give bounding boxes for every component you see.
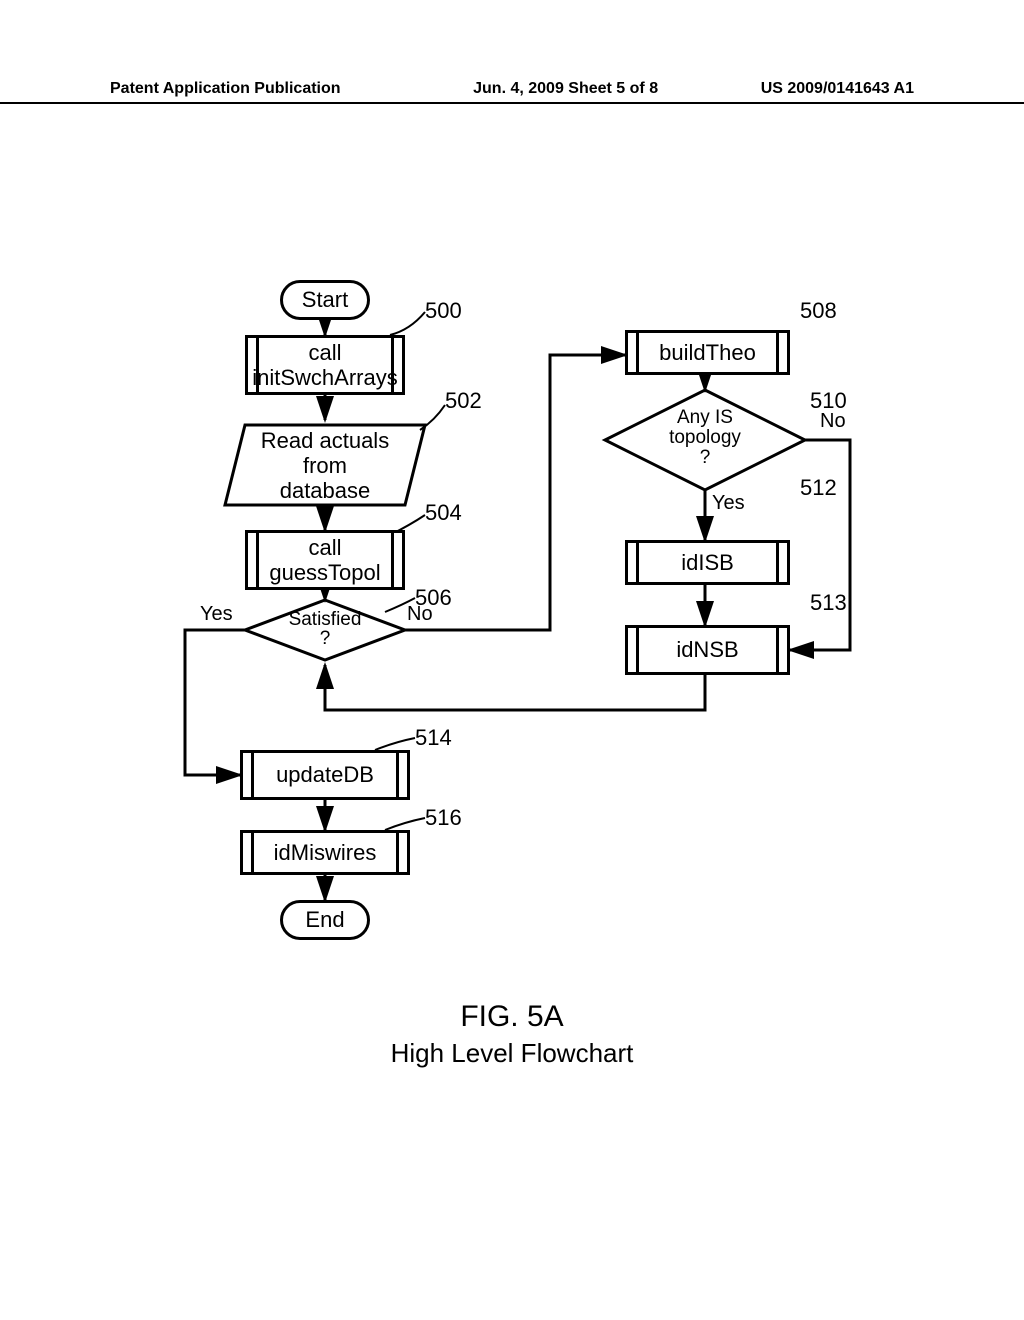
process-guess: call guessTopol bbox=[245, 530, 405, 590]
label-yes-1: Yes bbox=[200, 603, 233, 626]
ref-516: 516 bbox=[425, 805, 462, 831]
header-left: Patent Application Publication bbox=[110, 80, 341, 98]
process-buildtheo: buildTheo bbox=[625, 330, 790, 375]
flowchart: Start call initSwchArrays 500 Read actua… bbox=[130, 280, 890, 1000]
ref-504: 504 bbox=[425, 500, 462, 526]
process-idnsb: idNSB bbox=[625, 625, 790, 675]
label-no-2: No bbox=[820, 410, 846, 433]
label-yes-2: Yes bbox=[712, 492, 745, 515]
process-idmiswires: idMiswires bbox=[240, 830, 410, 875]
ref-513: 513 bbox=[810, 590, 847, 616]
terminator-start: Start bbox=[280, 280, 370, 320]
ref-512: 512 bbox=[800, 475, 837, 501]
label-no-1: No bbox=[407, 603, 433, 626]
process-init: call initSwchArrays bbox=[245, 335, 405, 395]
process-idisb: idISB bbox=[625, 540, 790, 585]
figure-subtitle: High Level Flowchart bbox=[0, 1038, 1024, 1069]
figure-caption: FIG. 5A bbox=[0, 1000, 1024, 1034]
header-right: US 2009/0141643 A1 bbox=[761, 80, 914, 98]
process-updatedb: updateDB bbox=[240, 750, 410, 800]
page-header: Patent Application Publication Jun. 4, 2… bbox=[0, 80, 1024, 104]
ref-500: 500 bbox=[425, 298, 462, 324]
terminator-end: End bbox=[280, 900, 370, 940]
header-center: Jun. 4, 2009 Sheet 5 of 8 bbox=[341, 80, 761, 98]
ref-502: 502 bbox=[445, 388, 482, 414]
io-read: Read actuals from database bbox=[240, 428, 410, 503]
decision-anyis-label: Any IS topology ? bbox=[650, 408, 760, 468]
decision-satisfied-label: Satisfied ? bbox=[280, 610, 370, 648]
ref-514: 514 bbox=[415, 725, 452, 751]
ref-508: 508 bbox=[800, 298, 837, 324]
